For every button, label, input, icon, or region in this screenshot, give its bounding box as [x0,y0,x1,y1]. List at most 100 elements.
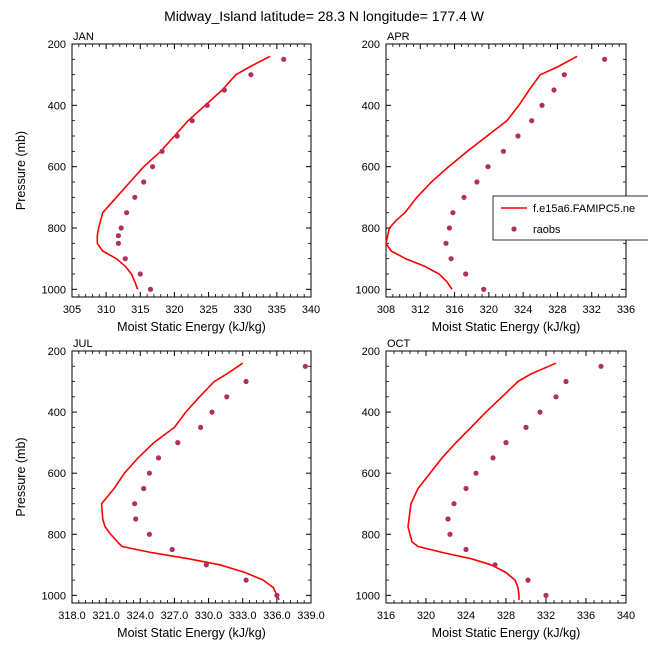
panel-label: APR [387,31,410,43]
x-tick-label: 324 [514,304,532,316]
y-tick-label: 600 [362,162,380,174]
raobs-point [598,363,604,369]
raobs-point [146,531,152,537]
legend-label-raobs: raobs [533,224,561,236]
raobs-point [204,102,210,108]
raobs-point [561,72,567,78]
x-tick-label: 324 [457,610,475,622]
panel-jul: JUL 318.0 321.0 324.0 327.0 330.0 333.0 336.0 33… [14,338,325,640]
x-tick-label: 325 [199,304,217,316]
raobs-point [461,194,467,200]
raobs-point [539,102,545,108]
raobs-point [490,455,496,461]
raobs-point [525,577,531,583]
raobs-point [115,233,121,239]
raobs-point [221,87,227,93]
x-axis-label: Moist Static Energy (kJ/kg) [117,626,266,640]
raobs-point [133,516,139,522]
raobs-point [146,470,152,476]
x-tick-label: 316 [445,304,463,316]
panel-label: JUL [73,338,93,350]
panels-group: JAN 305 310 315 320 325 330 335 340 200 400 600 800 1… [14,31,635,640]
x-tick-label: 335 [268,304,286,316]
y-axis-label: Pressure (mb) [14,437,28,516]
model-line-series [96,55,271,290]
y-axis-label: Pressure (mb) [14,131,28,210]
raobs-point [492,562,498,568]
x-tick-label: 310 [97,304,115,316]
plot-frame [71,350,312,604]
x-tick-label: 330 [234,304,252,316]
raobs-point [500,148,506,154]
raobs-point [132,194,138,200]
raobs-point [169,546,175,553]
y-tick-label: 800 [362,223,380,235]
raobs-point [446,225,452,231]
x-tick-label: 336 [617,304,635,316]
x-tick-label: 305 [63,304,81,316]
x-tick-label: 328 [548,304,566,316]
x-axis-label: Moist Static Energy (kJ/kg) [432,320,581,334]
y-tick-label: 1000 [356,590,380,602]
x-tick-label: 328 [497,610,515,622]
raobs-point [147,286,154,292]
x-axis-label: Moist Static Energy (kJ/kg) [432,626,581,640]
raobs-point [463,271,469,277]
raobs-point [443,240,449,246]
x-tick-label: 340 [302,304,320,316]
x-tick-label: 332 [583,304,601,316]
raobs-point [115,240,121,246]
x-axis-label: Moist Static Energy (kJ/kg) [117,320,266,334]
y-tick-label: 600 [48,468,66,480]
raobs-point [463,546,469,553]
raobs-point [141,179,147,185]
y-tick-label: 1000 [42,284,66,296]
x-tick-label: 312 [411,304,429,316]
raobs-point [485,164,491,170]
raobs-point [209,409,215,415]
raobs-point [529,118,535,124]
x-tick-label: 315 [131,304,149,316]
x-tick-label: 316 [377,610,395,622]
y-tick-label: 400 [362,407,380,419]
y-tick-label: 200 [362,39,380,51]
raobs-point [450,210,456,216]
raobs-point [553,394,559,400]
x-tick-label: 324.0 [127,610,155,622]
raobs-point [451,501,457,507]
raobs-point [473,470,479,476]
figure-title: Midway_Island latitude= 28.3 N longitude… [164,8,485,24]
y-tick-label: 800 [362,529,380,541]
raobs-point [302,363,308,369]
y-tick-label: 1000 [356,284,380,296]
panel-label: OCT [387,338,411,350]
panel-jan: JAN 305 310 315 320 325 330 335 340 200 400 600 800 1… [14,31,320,334]
x-tick-label: 327.0 [161,610,189,622]
raobs-point [481,286,487,292]
raobs-point [243,378,249,385]
x-tick-label: 336 [577,610,595,622]
x-tick-label: 320 [480,304,498,316]
y-tick-label: 400 [362,100,380,112]
legend-label-model: f.e15a6.FAMIPC5.ne [533,203,635,215]
raobs-point [118,225,124,231]
raobs-point [474,179,480,185]
raobs-point [543,592,549,599]
raobs-point [563,378,569,385]
raobs-point [445,516,451,522]
y-tick-label: 200 [48,39,66,51]
raobs-point [503,440,509,446]
raobs-point [155,455,162,461]
raobs-point [175,440,181,446]
panel-label: JAN [73,31,94,43]
x-tick-label: 330.0 [195,610,223,622]
y-tick-label: 600 [48,162,66,174]
raobs-point [132,501,138,507]
y-tick-label: 400 [48,100,66,112]
raobs-point [203,562,209,568]
raobs-point [463,485,469,492]
x-tick-label: 336.0 [263,610,291,622]
plot-frame [385,43,627,298]
raobs-point [537,409,543,415]
